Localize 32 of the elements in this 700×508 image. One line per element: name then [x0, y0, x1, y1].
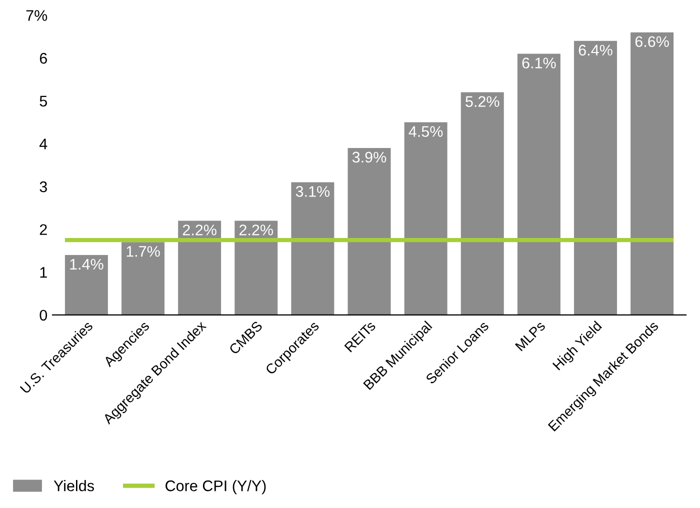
y-tick-label: 1	[40, 267, 47, 278]
y-tick-label: 0	[40, 310, 48, 321]
bar	[234, 220, 278, 315]
bar	[291, 182, 334, 315]
legend-label: Yields	[54, 480, 94, 492]
bar	[178, 220, 222, 315]
y-tick-label: 6	[40, 52, 47, 64]
bar	[348, 148, 391, 315]
data-label: 6.6%	[635, 36, 669, 48]
data-label: 1.4%	[70, 258, 104, 270]
data-label: 2.2%	[182, 224, 216, 236]
data-label: 6.1%	[522, 58, 556, 68]
y-tick-label: 2	[40, 224, 47, 235]
y-tick-label: 5	[40, 96, 47, 107]
data-label: 1.7%	[126, 246, 160, 257]
data-label: 4.5%	[408, 126, 443, 137]
bar	[64, 255, 108, 315]
bar	[517, 54, 560, 315]
data-label: 6.4%	[578, 44, 612, 56]
data-label: 3.9%	[352, 152, 386, 163]
bar	[630, 32, 674, 315]
y-tick-label: 3	[40, 181, 47, 192]
bar	[122, 242, 164, 315]
legend-label: Core CPI (Y/Y)	[166, 480, 266, 494]
data-label: 5.2%	[466, 96, 500, 107]
y-tick-label: 4	[39, 138, 48, 150]
bar	[404, 122, 448, 315]
y-tick-label: 7%	[26, 10, 48, 21]
bar	[460, 92, 504, 315]
data-label: 2.2%	[239, 224, 273, 236]
bar	[574, 40, 617, 315]
data-label: 3.1%	[296, 186, 330, 197]
